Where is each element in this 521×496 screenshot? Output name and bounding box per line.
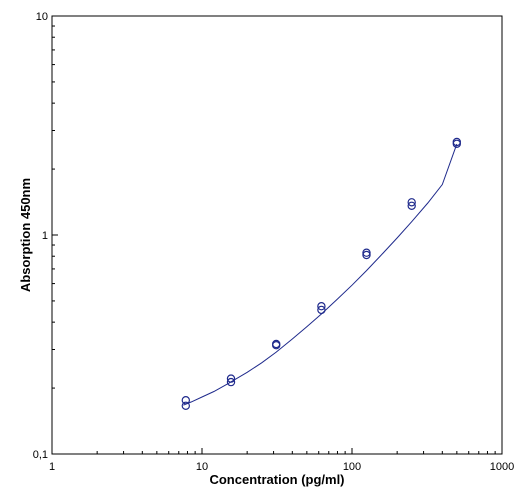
data-point [362,250,371,260]
data-point [407,201,416,210]
data-point [226,377,236,387]
data-point [272,341,281,350]
data-point [181,396,190,405]
data-point [407,198,416,207]
x-tick-label: 1 [49,461,55,473]
x-tick-label: 100 [343,461,361,473]
data-points [181,137,461,410]
x-tick-label: 10 [196,461,208,473]
y-tick-label: 1 [42,230,48,242]
data-point [362,248,371,257]
data-point [452,139,461,148]
data-point [317,302,326,311]
x-axis-label: Concentration (pg/ml) [209,472,344,487]
plot-frame [51,15,503,455]
x-axis-ticks: 1 10 100 1000 [49,448,514,473]
y-tick-label: 0,1 [33,449,48,461]
fit-curve [183,143,458,406]
data-point [317,305,326,315]
data-point [181,401,190,410]
y-tick-label: 10 [36,11,48,23]
x-tick-label: 1000 [490,461,514,473]
y-axis-label: Absorption 450nm [18,178,33,292]
y-axis-ticks: 0,1 1 10 [33,11,58,461]
data-point [226,374,236,383]
